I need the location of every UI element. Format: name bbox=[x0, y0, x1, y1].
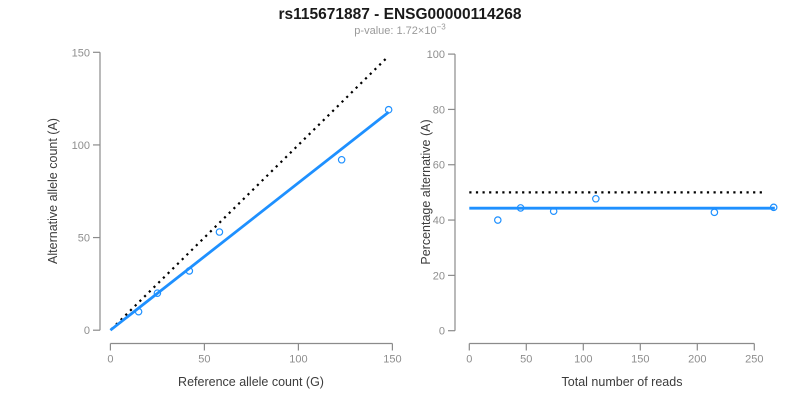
y-tick-label: 20 bbox=[433, 270, 445, 282]
x-tick-label: 150 bbox=[383, 354, 401, 366]
x-tick-label: 100 bbox=[289, 354, 307, 366]
data-point bbox=[337, 155, 346, 164]
left-panel: 0 50 100 150 0 50 100 150 Reference allele count… bbox=[46, 47, 402, 389]
y-tick-label: 0 bbox=[84, 325, 90, 337]
identity-line-y-equals-x bbox=[110, 55, 390, 331]
data-point bbox=[516, 204, 525, 212]
data-point bbox=[384, 105, 393, 114]
x-tick-label: 150 bbox=[631, 354, 649, 366]
y-axis-title: Alternative allele count (A) bbox=[46, 118, 60, 264]
data-point bbox=[215, 228, 224, 236]
data-point bbox=[134, 307, 143, 316]
data-point bbox=[549, 207, 558, 216]
fitted-allelic-ratio-line bbox=[109, 111, 390, 332]
y-tick-label: 80 bbox=[433, 104, 445, 116]
y-axis-title: Percentage alternative (A) bbox=[419, 119, 433, 264]
y-tick-label: 40 bbox=[433, 215, 445, 227]
figure-title: rs115671887 - ENSG00000114268 bbox=[278, 6, 522, 23]
x-tick-label: 50 bbox=[198, 354, 210, 366]
figure-subtitle: p-value: 1.72×10−3 bbox=[0, 22, 800, 37]
x-tick-label: 0 bbox=[466, 354, 472, 366]
data-point bbox=[185, 267, 194, 275]
data-point bbox=[769, 203, 778, 212]
data-point bbox=[592, 194, 600, 203]
y-tick-label: 100 bbox=[72, 140, 90, 152]
right-panel: 0 20 40 60 80 100 0 50 100 150 200 250 Total number … bbox=[419, 49, 778, 389]
x-tick-label: 250 bbox=[745, 354, 763, 366]
y-tick-label: 60 bbox=[433, 160, 445, 172]
data-point bbox=[153, 289, 162, 297]
pvalue-exponent: −3 bbox=[436, 22, 446, 32]
x-axis-title: Reference allele count (G) bbox=[178, 375, 324, 389]
pvalue-text: p-value: 1.72×10 bbox=[354, 25, 437, 37]
x-axis-title: Total number of reads bbox=[562, 375, 683, 389]
x-tick-label: 200 bbox=[688, 354, 706, 366]
y-tick-label: 150 bbox=[72, 47, 90, 59]
y-tick-label: 0 bbox=[439, 326, 445, 338]
x-tick-label: 0 bbox=[107, 354, 113, 366]
data-point bbox=[710, 208, 719, 217]
data-point bbox=[493, 216, 502, 224]
x-tick-label: 100 bbox=[574, 354, 592, 366]
x-tick-label: 50 bbox=[520, 354, 532, 366]
y-tick-label: 100 bbox=[427, 49, 445, 61]
y-tick-label: 50 bbox=[78, 233, 90, 245]
